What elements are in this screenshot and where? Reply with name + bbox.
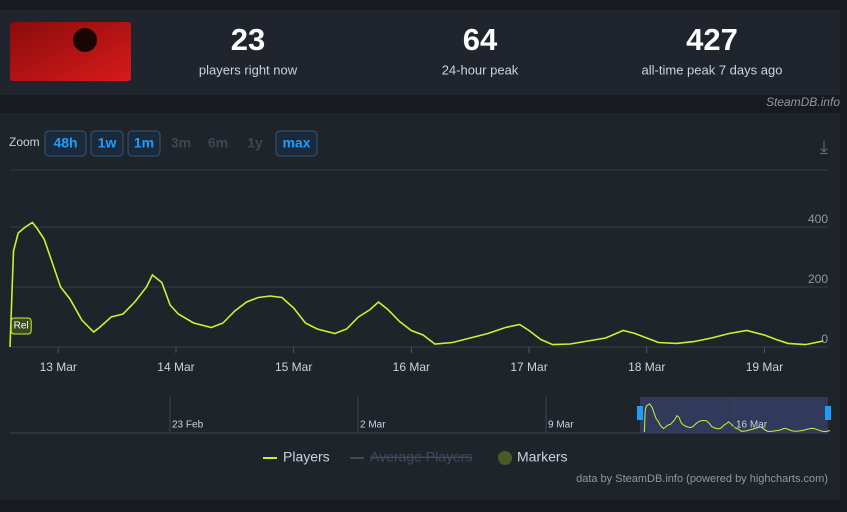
marker-flag[interactable] xyxy=(10,317,32,335)
chart-credit: data by SteamDB.info (powered by highcha… xyxy=(576,473,828,485)
legend-label[interactable]: Average Players xyxy=(370,449,472,465)
game-image xyxy=(10,22,131,81)
series-line xyxy=(9,221,824,348)
legend-label[interactable]: Players xyxy=(283,449,330,465)
x-tick-label: 18 Mar xyxy=(628,360,665,374)
navigator-label: 16 Mar xyxy=(736,420,768,431)
navigator-handle[interactable] xyxy=(637,406,643,420)
zoom-button[interactable] xyxy=(90,130,124,157)
y-tick-label: 0 xyxy=(821,332,828,346)
zoom-button[interactable] xyxy=(275,130,318,157)
stat-value: 64 xyxy=(463,22,498,57)
image-figure xyxy=(73,28,97,52)
x-tick-label: 14 Mar xyxy=(157,360,194,374)
stat-label: 24-hour peak xyxy=(442,62,519,77)
zoom-button-label[interactable]: 1m xyxy=(134,135,154,151)
x-tick-label: 16 Mar xyxy=(393,360,430,374)
credit: SteamDB.info xyxy=(766,95,840,109)
zoom-button-label: 3m xyxy=(171,135,191,151)
y-tick-label: 400 xyxy=(808,212,828,226)
chart-panel xyxy=(0,113,840,500)
y-tick-label: 200 xyxy=(808,272,828,286)
legend-label[interactable]: Markers xyxy=(517,449,568,465)
zoom-button-label[interactable]: 48h xyxy=(53,135,77,151)
x-tick-label: 17 Mar xyxy=(510,360,547,374)
zoom-button-label: 1y xyxy=(247,135,263,151)
zoom-button[interactable] xyxy=(127,130,161,157)
download-icon[interactable]: ⤓ xyxy=(820,137,828,157)
zoom-button-label: 6m xyxy=(208,135,228,151)
marker-label: Rel xyxy=(14,321,29,332)
navigator-handle[interactable] xyxy=(825,406,831,420)
navigator-line xyxy=(643,403,831,433)
legend-swatch xyxy=(498,451,512,465)
stat-value: 23 xyxy=(231,22,265,57)
stat-label: all-time peak 7 days ago xyxy=(642,62,783,77)
navigator-label: 2 Mar xyxy=(360,420,386,431)
x-tick-label: 19 Mar xyxy=(746,360,783,374)
stat-value: 427 xyxy=(686,22,738,57)
zoom-button-label[interactable]: max xyxy=(282,135,310,151)
zoom-label: Zoom xyxy=(9,135,40,149)
header-panel xyxy=(0,10,840,95)
navigator-label: 23 Feb xyxy=(172,420,204,431)
zoom-button-label[interactable]: 1w xyxy=(98,135,117,151)
navigator-label: 9 Mar xyxy=(548,420,574,431)
stat-label: players right now xyxy=(199,62,298,77)
zoom-button[interactable] xyxy=(44,130,87,157)
x-tick-label: 15 Mar xyxy=(275,360,312,374)
x-tick-label: 13 Mar xyxy=(40,360,77,374)
